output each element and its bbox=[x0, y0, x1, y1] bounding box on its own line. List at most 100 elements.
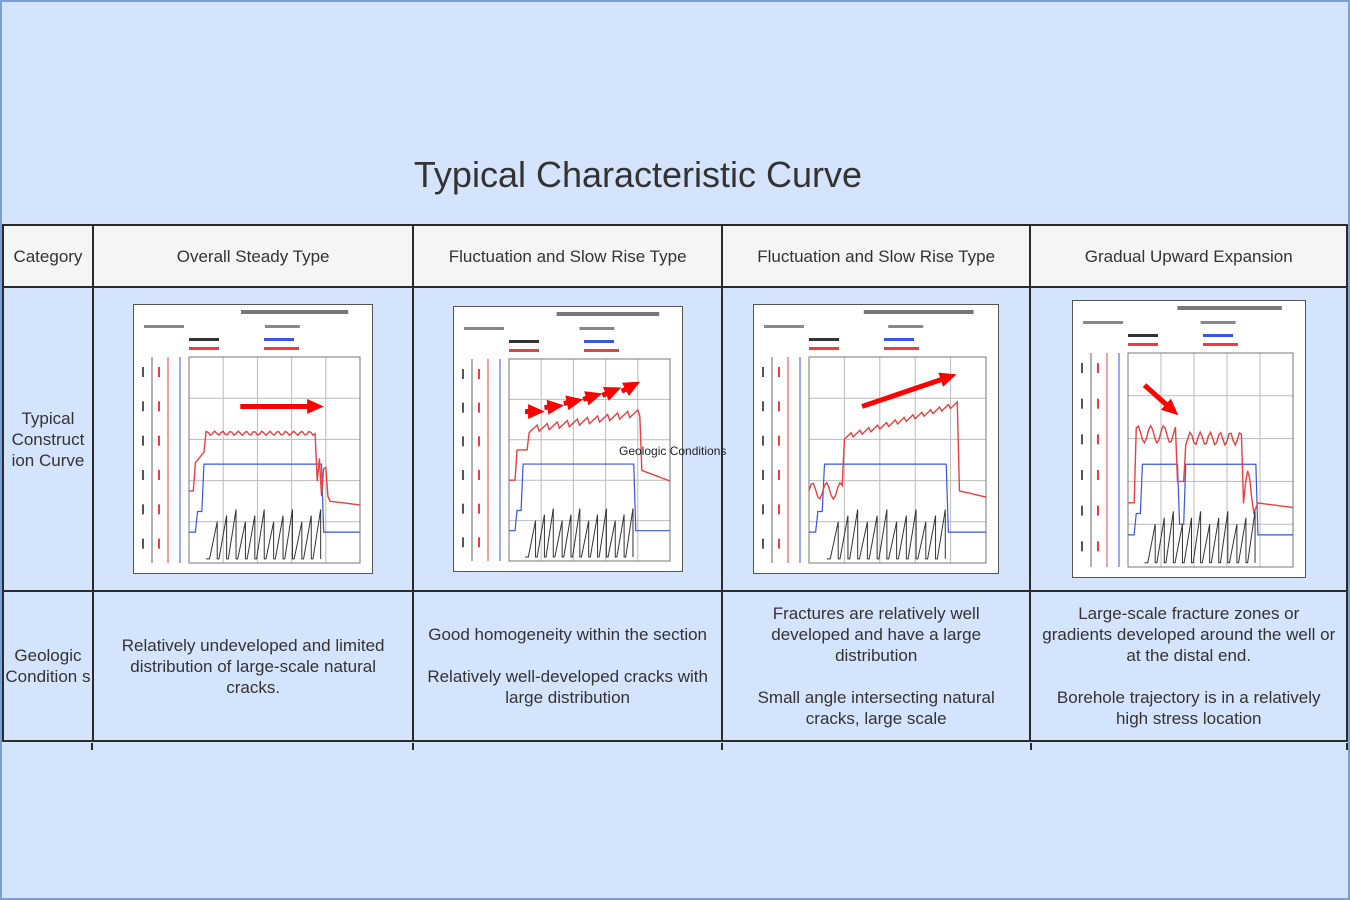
legend-mark bbox=[884, 347, 920, 350]
axis-tick-mark bbox=[1096, 541, 1099, 552]
legend-mark bbox=[189, 347, 220, 350]
geologic-row: Geologic Condition s Relatively undevelo… bbox=[2, 590, 1348, 742]
plot-frame bbox=[1127, 352, 1294, 568]
legend-mark bbox=[508, 349, 539, 352]
legend-mark bbox=[1127, 343, 1158, 346]
axis-tick-mark bbox=[461, 470, 464, 480]
axis-tick-mark bbox=[778, 367, 781, 377]
plot-frame bbox=[188, 356, 361, 564]
axis-tick-mark bbox=[461, 436, 464, 447]
legend-mark bbox=[189, 338, 220, 341]
axis-tick-mark bbox=[461, 503, 464, 514]
pressure-curve bbox=[808, 400, 987, 501]
axis-tick-mark bbox=[142, 504, 145, 515]
axis-tick-mark bbox=[1096, 434, 1099, 445]
rate-curve bbox=[809, 463, 987, 533]
legend-mark bbox=[508, 340, 539, 343]
legend-mark bbox=[1202, 343, 1238, 346]
geo-cell-3: Fractures are relatively well developed … bbox=[720, 590, 1032, 742]
pressure-curve bbox=[189, 430, 361, 506]
axis-tick-mark bbox=[158, 367, 161, 377]
axis-tick-mark bbox=[1080, 363, 1083, 373]
proppant-curve bbox=[524, 508, 634, 558]
chart-caption-mark bbox=[1177, 306, 1282, 310]
header-row: Category Overall Steady Type Fluctuation… bbox=[2, 224, 1348, 288]
axis-tick-mark bbox=[142, 367, 145, 377]
legend-mark bbox=[1127, 334, 1158, 337]
trend-arrowhead bbox=[621, 381, 640, 396]
curve-row: Typical Construct ion Curve bbox=[2, 286, 1348, 592]
chart-info-mark bbox=[888, 325, 924, 328]
chart-info-mark bbox=[463, 327, 504, 330]
axis-tick-mark bbox=[461, 402, 464, 413]
curve-cell-1 bbox=[91, 286, 415, 592]
axis-tick-mark bbox=[778, 401, 781, 412]
trend-arrowhead bbox=[602, 387, 621, 401]
trend-arrowhead bbox=[564, 395, 583, 411]
header-col4: Gradual Upward Expansion bbox=[1029, 224, 1348, 288]
trend-arrowhead bbox=[583, 391, 602, 406]
axis-tick-mark bbox=[1080, 434, 1083, 445]
legend-mark bbox=[884, 338, 915, 341]
axis-tick-mark bbox=[1080, 470, 1083, 480]
axis-tick-mark bbox=[1096, 505, 1099, 516]
axis-tick-mark bbox=[778, 504, 781, 515]
legend-mark bbox=[583, 340, 614, 343]
geo-cell-4: Large-scale fracture zones or gradients … bbox=[1029, 590, 1348, 742]
proppant-curve bbox=[206, 509, 322, 560]
chart-info-mark bbox=[1200, 321, 1236, 324]
axis-tick-mark bbox=[778, 470, 781, 480]
header-category: Category bbox=[2, 224, 94, 288]
axis-tick-mark bbox=[762, 367, 765, 377]
axis-tick-mark bbox=[762, 504, 765, 515]
chart-info-mark bbox=[764, 325, 805, 328]
geo-text-3b: Small angle intersecting natural cracks,… bbox=[757, 688, 995, 728]
curve-cell-4 bbox=[1029, 286, 1348, 592]
legend-mark bbox=[809, 347, 840, 350]
axis-tick-mark bbox=[477, 436, 480, 447]
geo-text-3a: Fractures are relatively well developed … bbox=[771, 604, 982, 665]
axis-tick-mark bbox=[158, 401, 161, 412]
chart-info-mark bbox=[1082, 321, 1123, 324]
axis-tick-mark bbox=[1080, 398, 1083, 409]
header-col1: Overall Steady Type bbox=[91, 224, 415, 288]
legend-mark bbox=[1202, 334, 1233, 337]
trend-arrowhead bbox=[307, 398, 324, 414]
axis-tick-mark bbox=[778, 435, 781, 446]
axis-tick-mark bbox=[477, 402, 480, 413]
axis-tick-mark bbox=[158, 504, 161, 515]
axis-tick-mark bbox=[158, 470, 161, 480]
legend-mark bbox=[264, 347, 300, 350]
chart-caption-mark bbox=[241, 310, 349, 314]
header-col2: Fluctuation and Slow Rise Type bbox=[412, 224, 723, 288]
geologic-row-label: Geologic Condition s bbox=[2, 590, 94, 742]
axis-tick-mark bbox=[477, 369, 480, 379]
pressure-curve bbox=[1127, 424, 1293, 516]
chart-info-mark bbox=[265, 325, 301, 328]
table-bottom-stubs bbox=[2, 743, 1348, 750]
trend-arrowhead bbox=[527, 404, 545, 419]
legend-mark bbox=[809, 338, 840, 341]
plot-frame bbox=[808, 356, 987, 564]
legend-mark bbox=[583, 349, 619, 352]
axis-tick-mark bbox=[477, 537, 480, 548]
axis-tick-mark bbox=[1096, 398, 1099, 409]
chart-caption-mark bbox=[556, 312, 659, 316]
axis-tick-mark bbox=[461, 537, 464, 548]
axis-tick-mark bbox=[142, 401, 145, 412]
pressure-curve bbox=[508, 408, 670, 482]
axis-tick-mark bbox=[142, 538, 145, 549]
geo-text-4b: Borehole trajectory is in a relatively h… bbox=[1056, 688, 1321, 728]
chart-info-mark bbox=[579, 327, 615, 330]
page-title: Typical Characteristic Curve bbox=[413, 154, 863, 195]
geo-text-2a: Good homogeneity within the section bbox=[428, 625, 708, 644]
axis-tick-mark bbox=[461, 369, 464, 379]
axis-tick-mark bbox=[1096, 363, 1099, 373]
proppant-curve bbox=[1144, 511, 1256, 564]
chart-info-mark bbox=[144, 325, 185, 328]
curve-cell-3 bbox=[720, 286, 1032, 592]
axis-tick-mark bbox=[1096, 470, 1099, 480]
curve-chart-3 bbox=[753, 304, 1000, 574]
header-col3: Fluctuation and Slow Rise Type bbox=[720, 224, 1032, 288]
axis-tick-mark bbox=[778, 538, 781, 549]
